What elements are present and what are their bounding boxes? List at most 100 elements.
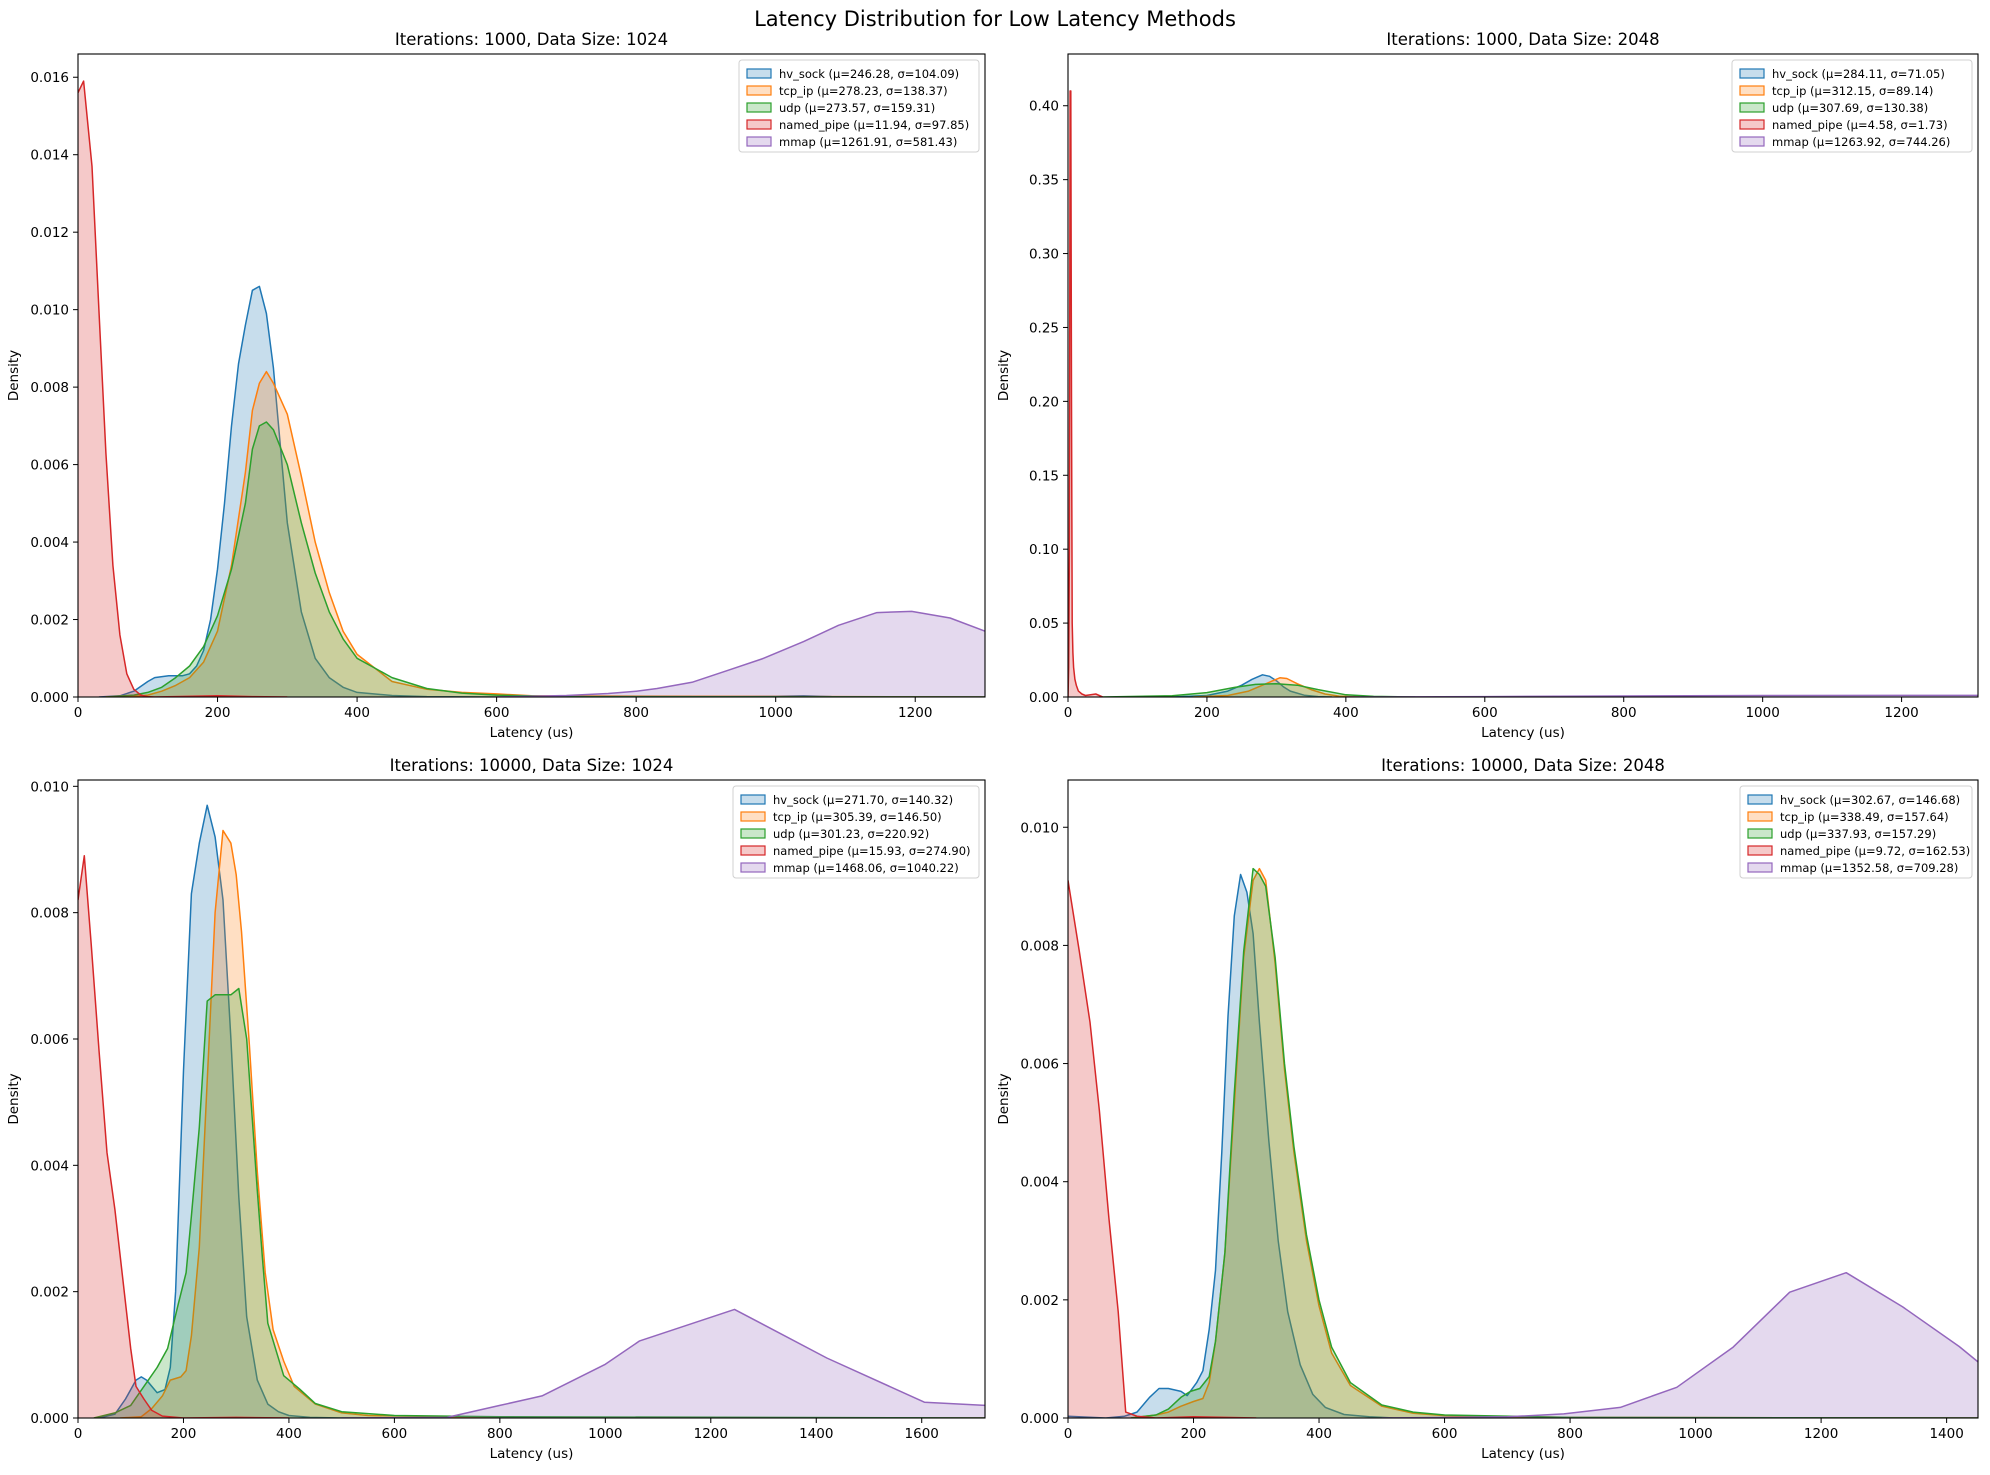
hv-sock-density-line (1172, 674, 1333, 697)
legend-label: mmap (μ=1261.91, σ=581.43) (779, 135, 957, 149)
figure-suptitle: Latency Distribution for Low Latency Met… (754, 7, 1236, 31)
x-axis-label: Latency (us) (1481, 1446, 1565, 1462)
mmap-density-fill (341, 1309, 985, 1418)
y-axis-label: Density (6, 350, 22, 401)
x-axis-label: Latency (us) (490, 1446, 574, 1462)
x-tick-label: 0 (74, 1426, 83, 1442)
x-tick-label: 1200 (898, 705, 932, 721)
named-pipe-density-fill (78, 81, 288, 697)
legend-item-hv-sock: hv_sock (μ=284.11, σ=71.05) (1739, 67, 1945, 81)
named-pipe-density-line (78, 80, 288, 697)
tcp-ip-density-line (1192, 677, 1360, 697)
legend-item-mmap: mmap (μ=1263.92, σ=744.26) (1739, 135, 1950, 149)
x-tick-label: 0 (74, 705, 83, 721)
legend-item-udp: udp (μ=273.57, σ=159.31) (746, 101, 935, 115)
legend-swatch-udp (1747, 828, 1773, 839)
legend-item-hv-sock: hv_sock (μ=271.70, σ=140.32) (740, 793, 953, 807)
legend-box (1731, 59, 1973, 153)
legend-swatch-tcp-ip (1739, 85, 1765, 96)
named-pipe-density-fill (78, 855, 289, 1418)
x-tick-label: 1000 (1678, 1426, 1712, 1442)
legend-swatch-hv-sock (1747, 794, 1773, 805)
udp-density-fill (1102, 683, 1416, 697)
x-tick-label: 200 (1194, 705, 1220, 721)
udp-density-fill (1130, 868, 1978, 1418)
x-tick-label: 600 (1472, 705, 1498, 721)
udp-density-fill (93, 988, 985, 1418)
x-axis-label: Latency (us) (490, 725, 574, 741)
udp-density-line (93, 987, 985, 1418)
legend-swatch-tcp-ip (1747, 811, 1773, 822)
axes-frame (77, 779, 986, 1419)
legend-label: named_pipe (μ=9.72, σ=162.53) (1780, 844, 1970, 858)
x-tick-label: 400 (276, 1426, 302, 1442)
legend-swatch-named-pipe (1747, 845, 1773, 856)
mmap-density-line (341, 1308, 985, 1418)
legend-label: hv_sock (μ=284.11, σ=71.05) (1772, 67, 1945, 81)
y-tick-label: 0.004 (30, 1158, 69, 1174)
y-tick-label: 0.008 (1020, 938, 1059, 954)
x-tick-label: 200 (171, 1426, 197, 1442)
x-tick-label: 1400 (799, 1426, 833, 1442)
y-tick-label: 0.10 (1029, 542, 1059, 558)
legend-label: named_pipe (μ=15.93, σ=274.90) (773, 844, 971, 858)
legend-label: hv_sock (μ=246.28, σ=104.09) (779, 67, 959, 81)
subplot-iter1000-size2048: Iterations: 1000, Data Size: 2048 0 200 400… (996, 30, 1979, 741)
y-tick-label: 0.25 (1029, 320, 1059, 336)
legend-item-tcp-ip: tcp_ip (μ=278.23, σ=138.37) (746, 84, 948, 98)
axes-frame (1067, 53, 1979, 698)
plot-area (1068, 867, 1978, 1418)
x-tick-label: 200 (205, 705, 231, 721)
legend-label: udp (μ=337.93, σ=157.29) (1780, 827, 1936, 841)
legend-item-tcp-ip: tcp_ip (μ=305.39, σ=146.50) (740, 810, 942, 824)
legend-swatch-tcp-ip (746, 85, 772, 96)
y-tick-label: 0.05 (1029, 616, 1059, 632)
x-tick-label: 400 (1306, 1426, 1332, 1442)
x-tick-label: 800 (1557, 1426, 1583, 1442)
legend-swatch-tcp-ip (740, 811, 766, 822)
legend-swatch-hv-sock (740, 794, 766, 805)
legend-swatch-udp (740, 828, 766, 839)
y-tick-label: 0.000 (1020, 1411, 1059, 1427)
legend-item-named-pipe: named_pipe (μ=15.93, σ=274.90) (740, 844, 971, 858)
plot-area (78, 80, 985, 697)
y-tick-label: 0.004 (30, 535, 69, 551)
subplot-iter1000-size1024: Iterations: 1000, Data Size: 1024 0 200 400… (6, 30, 986, 741)
x-axis-label: Latency (us) (1481, 725, 1565, 741)
hv-sock-density-fill (98, 286, 985, 697)
legend-label: tcp_ip (μ=312.15, σ=89.14) (1772, 84, 1933, 98)
legend-label: udp (μ=301.23, σ=220.92) (773, 827, 929, 841)
legend-swatch-named-pipe (746, 119, 772, 130)
y-tick-label: 0.002 (30, 1285, 69, 1301)
legend-item-udp: udp (μ=301.23, σ=220.92) (740, 827, 929, 841)
y-tick-label: 0.000 (30, 1411, 69, 1427)
legend-swatch-hv-sock (1739, 68, 1765, 79)
y-tick-label: 0.002 (30, 613, 69, 629)
legend-swatch-mmap (1739, 136, 1765, 147)
x-tick-label: 400 (344, 705, 370, 721)
legend-swatch-udp (746, 102, 772, 113)
tcp-ip-density-line (1130, 867, 1978, 1418)
y-tick-label: 0.35 (1029, 173, 1059, 189)
legend-label: mmap (μ=1263.92, σ=744.26) (1772, 135, 1950, 149)
subplot-title: Iterations: 1000, Data Size: 2048 (1386, 30, 1659, 49)
udp-density-fill (105, 422, 985, 697)
legend: hv_sock (μ=246.28, σ=104.09) tcp_ip (μ=27… (738, 59, 980, 153)
legend-item-udp: udp (μ=337.93, σ=157.29) (1747, 827, 1936, 841)
x-tick-label: 600 (1432, 1426, 1458, 1442)
x-tick-label: 1000 (759, 705, 793, 721)
x-tick-label: 800 (623, 705, 649, 721)
legend-item-mmap: mmap (μ=1261.91, σ=581.43) (746, 135, 957, 149)
legend-label: tcp_ip (μ=305.39, σ=146.50) (773, 810, 942, 824)
udp-density-line (1102, 682, 1416, 697)
legend-item-named-pipe: named_pipe (μ=9.72, σ=162.53) (1747, 844, 1970, 858)
hv-sock-density-line (1068, 873, 1978, 1418)
legend-item-hv-sock: hv_sock (μ=246.28, σ=104.09) (746, 67, 959, 81)
x-tick-label: 400 (1333, 705, 1359, 721)
legend: hv_sock (μ=271.70, σ=140.32) tcp_ip (μ=30… (732, 785, 980, 879)
legend-swatch-hv-sock (746, 68, 772, 79)
legend-label: mmap (μ=1352.58, σ=709.28) (1780, 861, 1958, 875)
y-tick-label: 0.016 (30, 70, 69, 86)
legend-label: mmap (μ=1468.06, σ=1040.22) (773, 861, 959, 875)
